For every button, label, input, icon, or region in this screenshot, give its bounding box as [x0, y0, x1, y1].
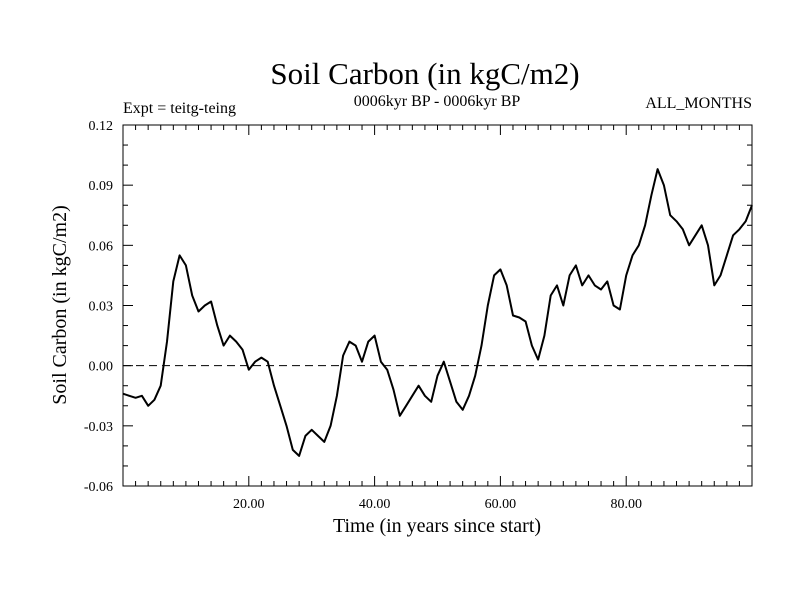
series-group	[122, 168, 753, 457]
y-axis-label: Soil Carbon (in kgC/m2)	[49, 205, 71, 404]
y-tick-label: 0.03	[89, 300, 114, 315]
y-tick-label: 0.09	[89, 179, 114, 194]
x-tick-label: 40.00	[359, 497, 391, 512]
y-axis-tick-labels: -0.06 -0.03 0.00 0.03 0.06 0.09 0.12	[84, 119, 113, 495]
plot-frame	[122, 124, 753, 487]
y-tick-label: -0.06	[84, 480, 113, 495]
x-tick-label: 80.00	[610, 497, 642, 512]
x-axis-tick-labels: 20.00 40.00 60.00 80.00	[233, 497, 642, 512]
y-tick-label: 0.06	[89, 239, 114, 254]
series-line	[122, 168, 753, 457]
y-tick-label: -0.03	[84, 420, 113, 435]
x-axis-ticks	[135, 125, 740, 486]
x-tick-label: 60.00	[485, 497, 517, 512]
y-tick-label: 0.12	[89, 119, 114, 134]
y-axis-ticks	[123, 144, 752, 467]
chart-title: Soil Carbon (in kgC/m2)	[270, 56, 579, 91]
x-tick-label: 20.00	[233, 497, 265, 512]
experiment-label: Expt = teitg-teing	[123, 100, 236, 117]
x-axis-label: Time (in years since start)	[333, 515, 541, 537]
months-label: ALL_MONTHS	[645, 95, 752, 112]
y-tick-label: 0.00	[89, 360, 114, 375]
period-label: 0006kyr BP - 0006kyr BP	[354, 93, 521, 110]
